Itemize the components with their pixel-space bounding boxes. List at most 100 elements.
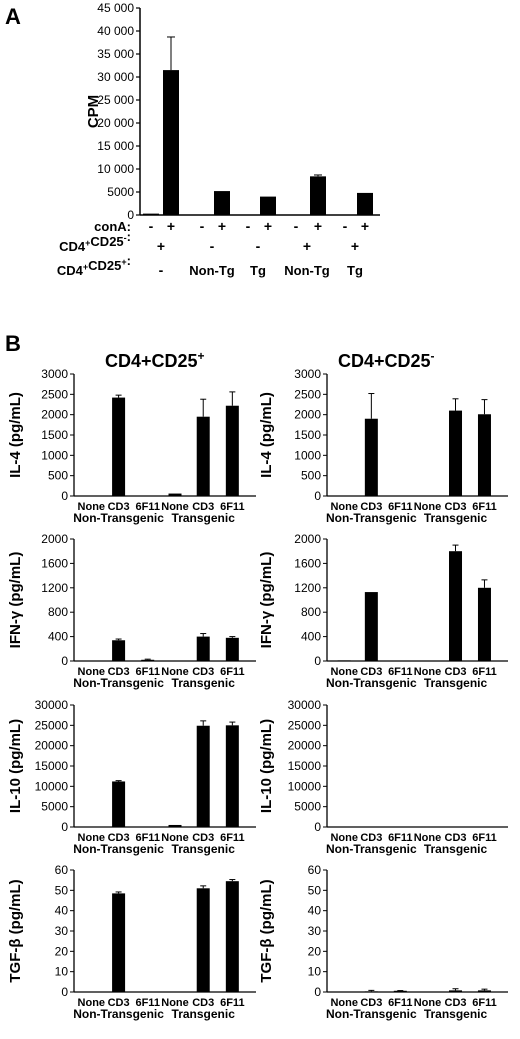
condition-cell: + — [351, 238, 359, 254]
x-category-label: None — [161, 666, 189, 678]
bar — [449, 410, 463, 496]
x-category-label: 6F11 — [472, 666, 496, 678]
y-tick-label: 25000 — [288, 718, 322, 732]
y-tick-label: 25000 — [35, 718, 69, 732]
bar — [112, 397, 126, 496]
y-tick-label: 2500 — [294, 387, 321, 401]
bar — [112, 781, 126, 827]
bar — [214, 191, 230, 215]
bar — [112, 893, 126, 992]
y-tick-label: 800 — [48, 605, 68, 619]
column-title-right: CD4+CD25- — [338, 349, 435, 371]
bar — [364, 991, 378, 992]
y-tick-label: 0 — [314, 985, 321, 999]
x-category-label: None — [330, 832, 358, 844]
condition-cell: + — [361, 218, 369, 234]
x-category-label: CD3 — [108, 666, 130, 678]
bar — [393, 990, 407, 992]
x-category-label: 6F11 — [388, 832, 412, 844]
column-title-left: CD4+CD25+ — [105, 349, 205, 371]
x-category-label: None — [414, 501, 442, 513]
y-tick-label: 0 — [314, 654, 321, 668]
condition-cell: Tg — [250, 263, 266, 278]
y-tick-label: 0 — [127, 208, 134, 222]
condition-row-label: conA: — [94, 219, 131, 234]
bar — [477, 414, 491, 496]
x-category-label: None — [330, 997, 358, 1009]
bar — [168, 824, 182, 827]
y-tick-label: 20000 — [288, 739, 322, 753]
y-tick-label: 1200 — [294, 581, 321, 595]
group-label: Transgenic — [172, 842, 236, 856]
y-tick-label: 20 — [55, 944, 69, 958]
condition-cell: Non-Tg — [284, 263, 330, 278]
panel-a-chart: 0 5000 10 000 15 000 20 000 25 000 30 000 35 00… — [85, 1, 380, 222]
y-tick-label: 30000 — [35, 698, 69, 712]
x-category-label: None — [161, 832, 189, 844]
bar — [364, 418, 378, 496]
bar — [225, 881, 239, 992]
y-tick-label: 15000 — [288, 759, 322, 773]
y-axis-label: CPM — [85, 95, 102, 128]
y-tick-label: 35 000 — [97, 47, 134, 61]
y-tick-label: 30 000 — [97, 70, 134, 84]
x-category-label: 6F11 — [135, 666, 159, 678]
bar — [364, 592, 378, 661]
bar — [196, 416, 210, 496]
y-tick-label: 10000 — [35, 779, 69, 793]
y-tick-label: 5000 — [41, 800, 68, 814]
x-category-label: 6F11 — [388, 501, 412, 513]
y-tick-label: 30 — [308, 924, 322, 938]
y-tick-label: 0 — [314, 820, 321, 834]
x-category-label: CD3 — [192, 666, 214, 678]
group-label: Non-Transgenic — [73, 842, 164, 856]
y-tick-label: 15000 — [35, 759, 69, 773]
bar — [449, 990, 463, 992]
x-category-label: CD3 — [360, 666, 382, 678]
x-category-label: 6F11 — [472, 997, 496, 1009]
x-category-label: None — [78, 997, 106, 1009]
chart-1: 0 500 1000 1500 2000 2500 3000 IL-4 (pg/mL) None… — [258, 367, 508, 525]
y-tick-label: 0 — [61, 654, 68, 668]
y-axis-label: IFN-γ (pg/mL) — [7, 552, 24, 649]
x-category-label: CD3 — [445, 832, 467, 844]
group-label: Transgenic — [172, 511, 236, 525]
x-category-label: 6F11 — [135, 501, 159, 513]
bar — [225, 725, 239, 827]
x-category-label: None — [78, 666, 106, 678]
x-category-label: 6F11 — [388, 997, 412, 1009]
x-category-label: None — [414, 997, 442, 1009]
y-tick-label: 1200 — [41, 581, 68, 595]
y-axis-label: TGF-β (pg/mL) — [258, 879, 275, 982]
y-tick-label: 20 — [308, 944, 322, 958]
bar — [225, 405, 239, 496]
y-tick-label: 1500 — [41, 428, 68, 442]
y-tick-label: 10 000 — [97, 162, 134, 176]
y-tick-label: 2500 — [41, 387, 68, 401]
y-tick-label: 5000 — [294, 800, 321, 814]
y-axis-label: IL-10 (pg/mL) — [7, 719, 24, 813]
y-tick-label: 25 000 — [97, 93, 134, 107]
condition-cell: - — [294, 218, 299, 234]
group-label: Transgenic — [424, 1007, 488, 1021]
y-tick-label: 0 — [61, 489, 68, 503]
bar — [337, 660, 351, 661]
y-tick-label: 1600 — [41, 556, 68, 570]
y-tick-label: 5000 — [107, 185, 134, 199]
y-tick-label: 40 — [55, 904, 69, 918]
group-label: Non-Transgenic — [326, 676, 417, 690]
condition-cell: - — [256, 238, 261, 254]
group-label: Non-Transgenic — [326, 842, 417, 856]
y-tick-label: 1000 — [41, 448, 68, 462]
bar — [196, 888, 210, 992]
x-category-label: CD3 — [108, 832, 130, 844]
group-label: Transgenic — [424, 676, 488, 690]
y-tick-label: 0 — [61, 820, 68, 834]
y-tick-label: 30000 — [288, 698, 322, 712]
x-category-label: CD3 — [360, 501, 382, 513]
x-category-label: None — [78, 832, 106, 844]
y-tick-label: 60 — [308, 863, 322, 877]
x-category-label: CD3 — [360, 832, 382, 844]
chart-0: 0 500 1000 1500 2000 2500 3000 IL-4 (pg/mL) None… — [7, 367, 256, 525]
